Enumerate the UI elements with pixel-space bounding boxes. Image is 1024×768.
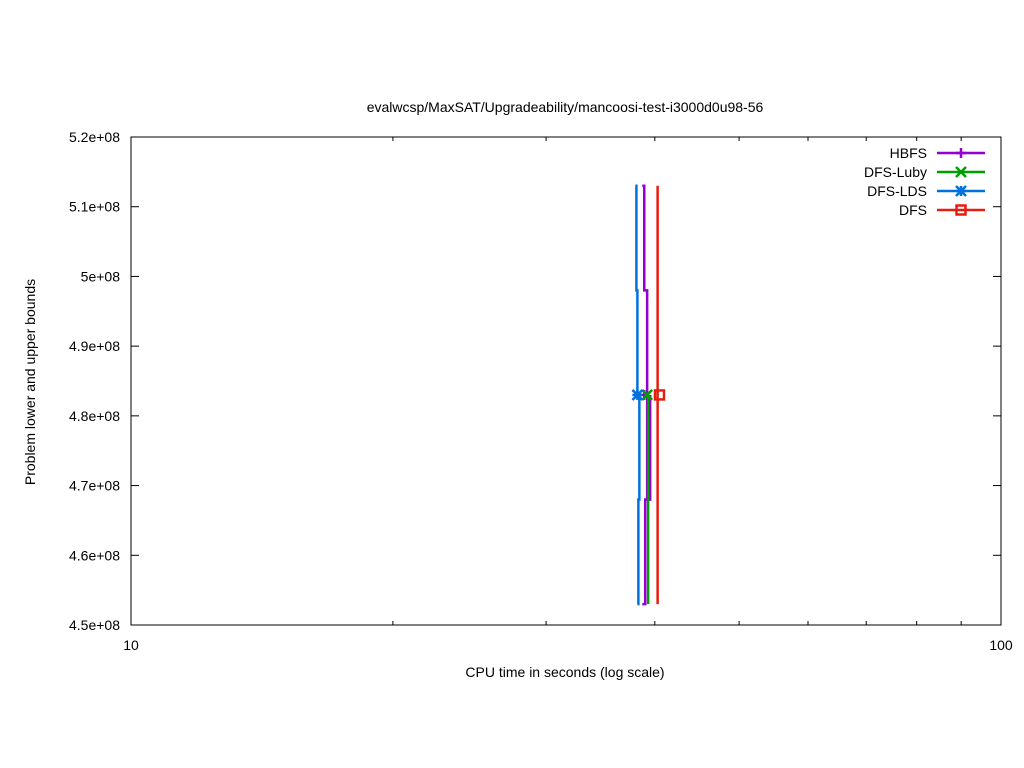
y-tick-label: 5.1e+08 [69,199,120,215]
series-dfs-luby [641,389,654,605]
x-tick-label: 10 [123,637,139,653]
y-tick-label: 4.5e+08 [69,617,120,633]
y-tick-label: 5.2e+08 [69,129,120,145]
legend-marker [955,204,967,216]
y-tick-label: 4.6e+08 [69,547,120,563]
x-axis-label: CPU time in seconds (log scale) [465,664,664,680]
legend-label: HBFS [890,145,927,161]
legend-item-dfs: DFS [899,202,985,218]
y-tick-label: 4.7e+08 [69,478,120,494]
series-dfs-lds [631,184,644,606]
legend-marker [955,166,967,178]
chart-title: evalwcsp/MaxSAT/Upgradeability/mancoosi-… [367,99,764,115]
legend-item-dfs-luby: DFS-Luby [864,164,985,180]
y-tick-label: 4.9e+08 [69,338,120,354]
data-point-marker [653,389,666,401]
plot-frame [130,136,1002,626]
legend-item-hbfs: HBFS [890,145,985,161]
data-point-marker [641,389,654,401]
legend-marker [955,185,967,197]
lower-bound-line [642,394,652,606]
legend-label: DFS-Luby [864,164,927,180]
series-dfs [653,185,666,605]
data-point-marker [631,389,644,401]
legend-label: DFS [899,202,927,218]
lower-bound-line [637,394,641,606]
y-tick-label: 5e+08 [81,268,121,284]
y-tick-label: 4.8e+08 [69,408,120,424]
legend: HBFS DFS-Luby DFS-LDS DFS [864,145,985,218]
legend-marker [956,148,966,158]
plot-series [631,184,666,606]
axis-ticks: 4.5e+08 4.6e+08 4.7e+08 4.8e+08 4.9e+08 5e+08… [69,129,1013,653]
legend-label: DFS-LDS [867,183,927,199]
y-axis-label: Problem lower and upper bounds [22,279,38,485]
upper-bound-line [635,184,639,395]
x-tick-label: 100 [989,637,1013,653]
legend-item-dfs-lds: DFS-LDS [867,183,985,199]
